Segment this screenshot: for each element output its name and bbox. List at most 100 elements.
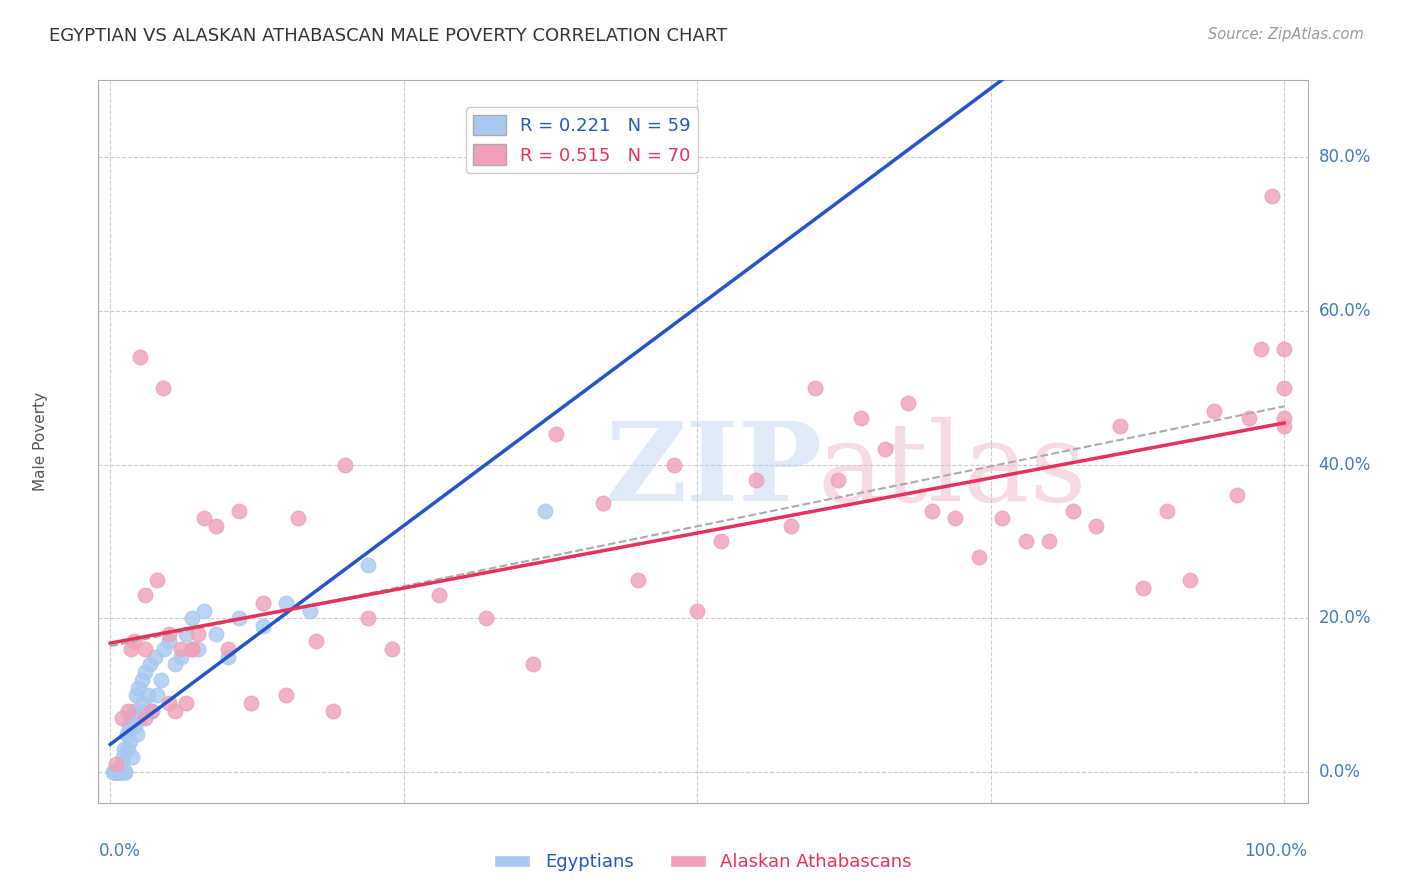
Point <box>1132 581 1154 595</box>
Point <box>124 719 146 733</box>
Point <box>176 696 198 710</box>
Point <box>134 588 156 602</box>
Point <box>333 458 356 472</box>
Point <box>252 619 274 633</box>
Point <box>546 426 568 441</box>
Point <box>118 719 141 733</box>
Point <box>107 765 129 780</box>
Text: Source: ZipAtlas.com: Source: ZipAtlas.com <box>1208 27 1364 42</box>
Point <box>803 381 825 395</box>
Point <box>1038 534 1060 549</box>
Point <box>710 534 733 549</box>
Point <box>157 696 180 710</box>
Point <box>103 765 125 780</box>
Point <box>780 519 803 533</box>
Text: 60.0%: 60.0% <box>1319 301 1371 320</box>
Point <box>1272 381 1295 395</box>
Point <box>181 611 204 625</box>
Point <box>129 704 152 718</box>
Text: 0.0%: 0.0% <box>1319 763 1361 781</box>
Point <box>1015 534 1038 549</box>
Text: 80.0%: 80.0% <box>1319 148 1371 166</box>
Point <box>1108 419 1130 434</box>
Point <box>187 642 209 657</box>
Point <box>1085 519 1108 533</box>
Point <box>533 504 555 518</box>
Point <box>627 573 650 587</box>
Point <box>1272 411 1295 425</box>
Point <box>141 704 163 718</box>
Point <box>827 473 849 487</box>
Point <box>125 688 148 702</box>
Point <box>204 626 226 640</box>
Text: 0.0%: 0.0% <box>98 842 141 860</box>
Point <box>1237 411 1260 425</box>
Point <box>176 626 198 640</box>
Point <box>117 704 139 718</box>
Point <box>136 688 159 702</box>
Point <box>105 757 128 772</box>
Point <box>134 665 156 680</box>
Point <box>153 642 176 657</box>
Point <box>381 642 404 657</box>
Point <box>141 704 163 718</box>
Point <box>945 511 967 525</box>
Point <box>873 442 896 457</box>
Point <box>169 649 191 664</box>
Point <box>143 649 166 664</box>
Point <box>110 765 132 780</box>
Point <box>111 765 134 780</box>
Point <box>662 458 685 472</box>
Point <box>105 765 128 780</box>
Point <box>122 634 145 648</box>
Point <box>252 596 274 610</box>
Point <box>128 711 150 725</box>
Point <box>193 604 215 618</box>
Point <box>1272 343 1295 357</box>
Point <box>322 704 344 718</box>
Text: ZIP: ZIP <box>606 417 823 524</box>
Point <box>120 711 142 725</box>
Text: Male Poverty: Male Poverty <box>32 392 48 491</box>
Point <box>111 757 134 772</box>
Point <box>921 504 943 518</box>
Point <box>120 642 142 657</box>
Point <box>134 642 156 657</box>
Point <box>112 742 135 756</box>
Point <box>146 688 169 702</box>
Point <box>287 511 309 525</box>
Point <box>592 496 614 510</box>
Point <box>103 765 125 780</box>
Point <box>152 381 174 395</box>
Text: EGYPTIAN VS ALASKAN ATHABASCAN MALE POVERTY CORRELATION CHART: EGYPTIAN VS ALASKAN ATHABASCAN MALE POVE… <box>49 27 727 45</box>
Point <box>114 765 136 780</box>
Point <box>181 642 204 657</box>
Text: 40.0%: 40.0% <box>1319 456 1371 474</box>
Point <box>304 634 326 648</box>
Point <box>128 350 150 364</box>
Point <box>1202 404 1225 418</box>
Point <box>101 765 124 780</box>
Legend: R = 0.221   N = 59, R = 0.515   N = 70: R = 0.221 N = 59, R = 0.515 N = 70 <box>465 107 699 172</box>
Point <box>104 765 127 780</box>
Point <box>104 765 127 780</box>
Point <box>105 765 128 780</box>
Point <box>139 657 162 672</box>
Point <box>217 649 239 664</box>
Point <box>110 765 132 780</box>
Point <box>107 765 129 780</box>
Point <box>181 642 204 657</box>
Point <box>108 765 131 780</box>
Point <box>127 681 149 695</box>
Point <box>745 473 768 487</box>
Point <box>1180 573 1202 587</box>
Point <box>169 642 191 657</box>
Point <box>114 765 136 780</box>
Point <box>1261 188 1284 202</box>
Point <box>228 504 250 518</box>
Point <box>967 549 990 564</box>
Point <box>121 749 143 764</box>
Point <box>112 749 135 764</box>
Text: 100.0%: 100.0% <box>1244 842 1308 860</box>
Point <box>120 734 142 748</box>
